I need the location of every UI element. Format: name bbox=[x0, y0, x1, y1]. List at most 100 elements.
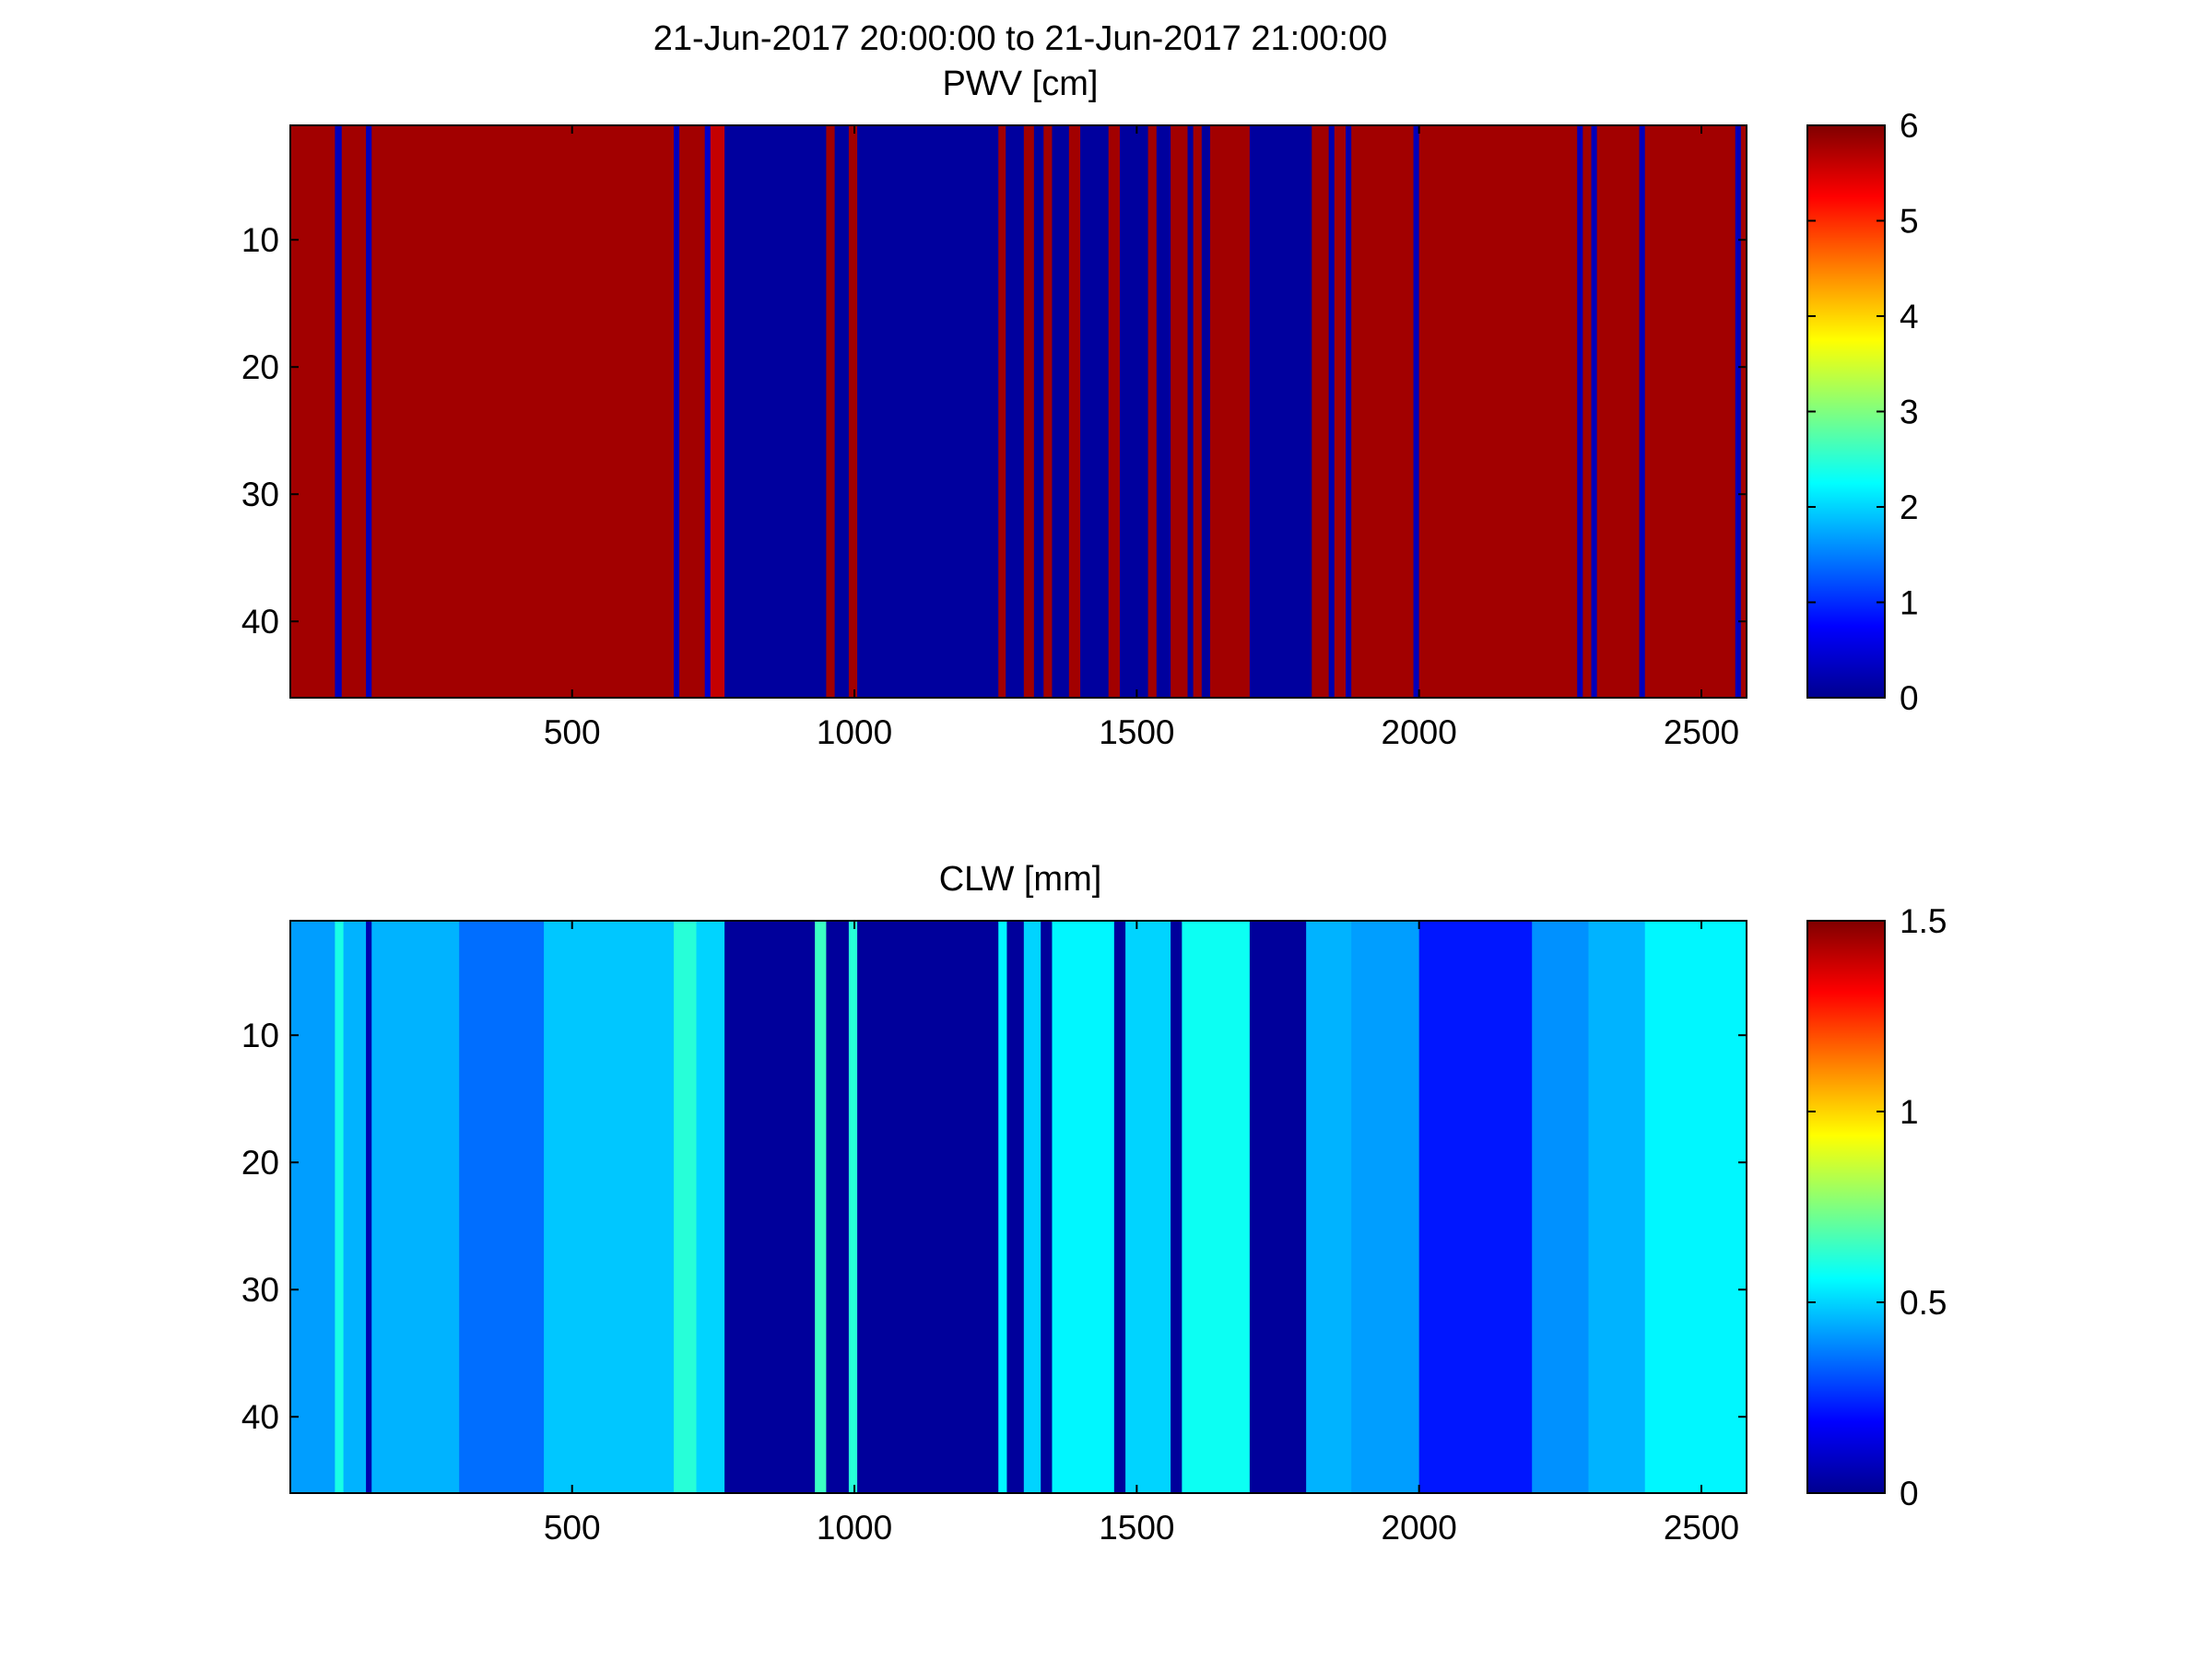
pwv-heatmap-segment bbox=[826, 125, 836, 698]
pwv-heatmap-segment bbox=[834, 125, 850, 698]
clw-heatmap-segment bbox=[335, 921, 345, 1493]
clw-heatmap-segment bbox=[1113, 921, 1126, 1493]
clw-y-tick-label: 30 bbox=[241, 1271, 279, 1309]
pwv-heatmap-segment bbox=[1043, 125, 1053, 698]
clw-heatmap-segment bbox=[1249, 921, 1307, 1493]
pwv-heatmap-segment bbox=[1328, 125, 1335, 698]
pwv-heatmap-segment bbox=[704, 125, 712, 698]
pwv-colorbar-tick-label: 1 bbox=[1900, 584, 1919, 622]
pwv-heatmap-segment bbox=[1583, 125, 1593, 698]
clw-x-tick-label: 500 bbox=[544, 1509, 601, 1547]
pwv-heatmap-segment bbox=[1418, 125, 1578, 698]
clw-heatmap-segment bbox=[1418, 921, 1533, 1493]
pwv-heatmap-segment bbox=[848, 125, 858, 698]
clw-y-tick-label: 20 bbox=[241, 1144, 279, 1182]
pwv-plot-frame bbox=[289, 124, 1747, 699]
clw-heatmap-segment bbox=[1023, 921, 1041, 1493]
clw-heatmap-segment bbox=[696, 921, 725, 1493]
pwv-x-tick-label: 2500 bbox=[1664, 713, 1739, 751]
pwv-heatmap-segment bbox=[1312, 125, 1330, 698]
clw-heatmap-segment bbox=[343, 921, 367, 1493]
pwv-heatmap-segment bbox=[673, 125, 680, 698]
pwv-y-tick-label: 30 bbox=[241, 476, 279, 513]
pwv-heatmap-segment bbox=[1740, 125, 1747, 698]
clw-heatmap-segment bbox=[1006, 921, 1025, 1493]
clw-heatmap-cells bbox=[290, 921, 1747, 1493]
pwv-heatmap-segment bbox=[1201, 125, 1211, 698]
pwv-heatmap-segment bbox=[341, 125, 367, 698]
clw-heatmap-segment bbox=[290, 921, 335, 1493]
clw-y-tick-label: 40 bbox=[241, 1398, 279, 1436]
clw-heatmap-segment bbox=[724, 921, 816, 1493]
pwv-x-ticks: 500 1000 1500 2000 2500 bbox=[544, 125, 1739, 751]
pwv-heatmap-segment bbox=[1080, 125, 1110, 698]
clw-colorbar-tick-label: 0.5 bbox=[1900, 1284, 1947, 1322]
clw-y-tick-label: 10 bbox=[241, 1017, 279, 1054]
figure-title: 21-Jun-2017 20:00:00 to 21-Jun-2017 21:0… bbox=[653, 19, 1388, 58]
clw-x-tick-label: 1000 bbox=[817, 1509, 892, 1547]
clw-heatmap-segment bbox=[1125, 921, 1171, 1493]
clw-heatmap-segment bbox=[1171, 921, 1182, 1493]
pwv-heatmap-segment bbox=[724, 125, 827, 698]
pwv-heatmap-segment bbox=[1639, 125, 1646, 698]
pwv-x-tick-label: 500 bbox=[544, 713, 601, 751]
clw-plot-frame bbox=[289, 920, 1747, 1494]
pwv-heatmap-segment bbox=[1052, 125, 1070, 698]
pwv-y-tick-label: 40 bbox=[241, 603, 279, 641]
pwv-heatmap-segment bbox=[1023, 125, 1035, 698]
clw-heatmap-segment bbox=[371, 921, 460, 1493]
pwv-x-tick-label: 2000 bbox=[1382, 713, 1457, 751]
clw-colorbar bbox=[1806, 920, 1886, 1494]
pwv-colorbar-tick-label: 4 bbox=[1900, 298, 1919, 335]
clw-heatmap-segment bbox=[1351, 921, 1420, 1493]
pwv-heatmap-segment bbox=[1147, 125, 1158, 698]
pwv-panel: PWV [cm] 500 1000 1500 2000 2500 10 20 30 40 0 1… bbox=[241, 65, 1919, 751]
pwv-colorbar-tick-label: 6 bbox=[1900, 107, 1919, 145]
clw-heatmap-segment bbox=[544, 921, 675, 1493]
pwv-heatmap-segment bbox=[1156, 125, 1171, 698]
clw-y-ticks: 10 20 30 40 bbox=[241, 1017, 1747, 1436]
pwv-heatmap-segment bbox=[1644, 125, 1736, 698]
pwv-heatmap-segment bbox=[1591, 125, 1598, 698]
pwv-heatmap-segment bbox=[1171, 125, 1189, 698]
pwv-y-tick-label: 10 bbox=[241, 221, 279, 259]
pwv-heatmap-segment bbox=[1108, 125, 1121, 698]
pwv-heatmap-segment bbox=[679, 125, 706, 698]
clw-x-tick-label: 2500 bbox=[1664, 1509, 1739, 1547]
clw-heatmap-segment bbox=[459, 921, 545, 1493]
clw-x-tick-label: 1500 bbox=[1099, 1509, 1174, 1547]
clw-heatmap-segment bbox=[366, 921, 372, 1493]
clw-colorbar-tick-label: 0 bbox=[1900, 1475, 1919, 1512]
clw-colorbar-ticks: 0 0.5 1 1.5 bbox=[1807, 902, 1947, 1512]
clw-heatmap-segment bbox=[1588, 921, 1646, 1493]
pwv-heatmap-segment bbox=[998, 125, 1006, 698]
pwv-heatmap-segment bbox=[1006, 125, 1025, 698]
pwv-heatmap-segment bbox=[1193, 125, 1203, 698]
clw-heatmap-segment bbox=[998, 921, 1008, 1493]
pwv-y-tick-label: 20 bbox=[241, 348, 279, 386]
pwv-heatmap-segment bbox=[1033, 125, 1044, 698]
pwv-colorbar-ticks: 0 1 2 3 4 5 6 bbox=[1807, 107, 1919, 717]
clw-heatmap-segment bbox=[815, 921, 827, 1493]
clw-heatmap-segment bbox=[848, 921, 858, 1493]
pwv-heatmap-segment bbox=[1209, 125, 1251, 698]
pwv-colorbar-tick-label: 2 bbox=[1900, 488, 1919, 526]
clw-heatmap-segment bbox=[1182, 921, 1251, 1493]
pwv-heatmap-cells bbox=[290, 125, 1747, 698]
pwv-heatmap-segment bbox=[1351, 125, 1415, 698]
pwv-y-ticks: 10 20 30 40 bbox=[241, 221, 1747, 641]
pwv-colorbar-tick-label: 3 bbox=[1900, 394, 1919, 431]
pwv-heatmap-segment bbox=[290, 125, 335, 698]
clw-colorbar-tick-label: 1 bbox=[1900, 1093, 1919, 1131]
pwv-heatmap-segment bbox=[1596, 125, 1641, 698]
clw-heatmap-segment bbox=[826, 921, 850, 1493]
clw-x-tick-label: 2000 bbox=[1382, 1509, 1457, 1547]
pwv-heatmap-segment bbox=[1119, 125, 1149, 698]
pwv-heatmap-segment bbox=[1334, 125, 1347, 698]
pwv-x-tick-label: 1500 bbox=[1099, 713, 1174, 751]
clw-x-ticks: 500 1000 1500 2000 2500 bbox=[544, 921, 1739, 1547]
pwv-heatmap-segment bbox=[1249, 125, 1312, 698]
pwv-heatmap-segment bbox=[1187, 125, 1194, 698]
